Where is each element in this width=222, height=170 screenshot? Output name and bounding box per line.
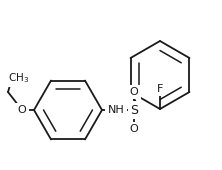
- Text: O: O: [130, 87, 138, 97]
- Text: O: O: [130, 124, 138, 134]
- Text: O: O: [18, 105, 26, 115]
- Text: F: F: [157, 84, 163, 94]
- Text: S: S: [130, 104, 138, 116]
- Text: NH: NH: [108, 105, 124, 115]
- Text: CH$_3$: CH$_3$: [8, 71, 30, 85]
